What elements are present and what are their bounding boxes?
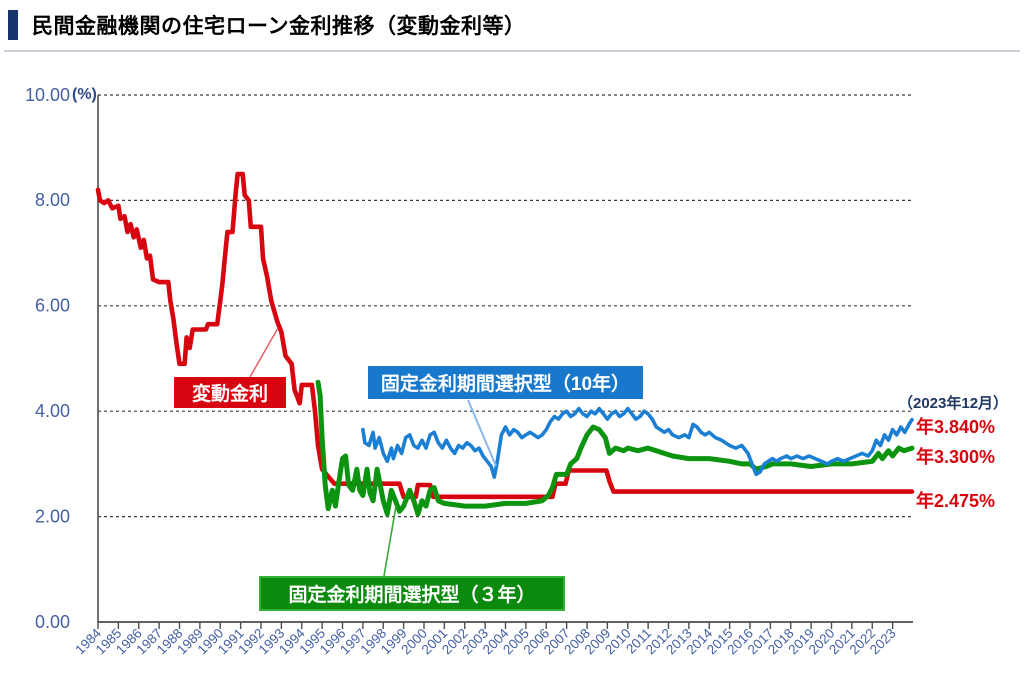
series-line-variable-red <box>95 171 915 500</box>
page-header: 民間金融機関の住宅ローン金利推移（変動金利等） <box>8 10 525 40</box>
header-divider <box>4 50 1020 52</box>
leader-line-fixed10yr <box>467 399 497 467</box>
y-axis-tick-label: 4.00 <box>35 401 70 421</box>
title-accent-bar-icon <box>8 10 18 40</box>
y-axis-unit-label: (%) <box>72 86 97 103</box>
label-box-fixed-3yr: 固定金利期間選択型（３年） <box>259 576 565 611</box>
label-box-variable-rate: 変動金利 <box>174 377 286 408</box>
y-axis-tick-label: 8.00 <box>35 190 70 210</box>
label-fixed-3yr: 固定金利期間選択型（３年） <box>288 585 536 606</box>
series-line-fixed3yr-green <box>315 379 915 517</box>
page-title: 民間金融機関の住宅ローン金利推移（変動金利等） <box>32 15 526 38</box>
y-axis-tick-label: 6.00 <box>35 296 70 316</box>
final-value-fixed-3yr: 年3.300% <box>916 447 996 467</box>
y-axis-tick-label: 2.00 <box>35 506 70 526</box>
label-variable-rate: 変動金利 <box>191 384 268 405</box>
final-value-variable-rate: 年2.475% <box>916 491 996 511</box>
y-axis-tick-label: 0.00 <box>35 612 70 632</box>
y-axis-tick-label: 10.00 <box>25 85 70 105</box>
annotation-date: （2023年12月） <box>898 395 1009 412</box>
final-value-fixed-10yr: 年3.840% <box>916 417 996 437</box>
leader-line-variable <box>249 327 279 378</box>
series-line-fixed10yr-blue <box>361 406 914 479</box>
label-fixed-10yr: 固定金利期間選択型（10年） <box>380 374 631 395</box>
label-box-fixed-10yr: 固定金利期間選択型（10年） <box>368 366 643 399</box>
leader-line-fixed3yr <box>383 505 397 577</box>
